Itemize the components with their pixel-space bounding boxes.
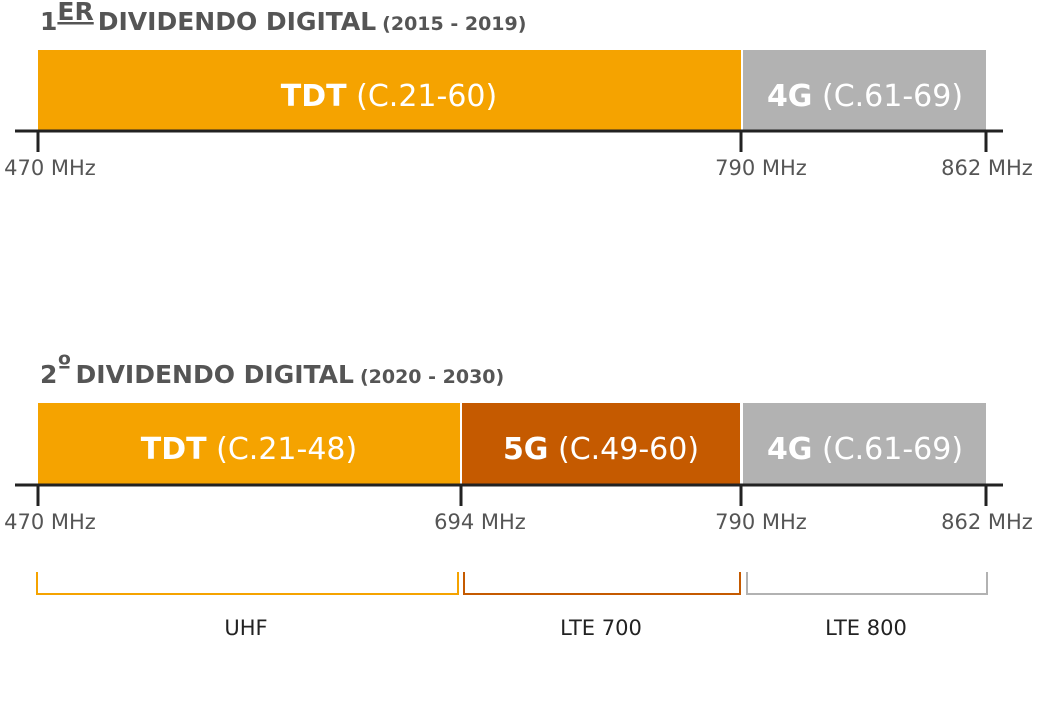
title: 1ER DIVIDENDO DIGITAL (2015 - 2019) bbox=[40, 0, 526, 36]
segment-channels: (C.61-69) bbox=[822, 432, 963, 467]
bracket-label: LTE 700 bbox=[560, 616, 642, 640]
title-number: 1 bbox=[40, 7, 57, 36]
segment-channels: (C.21-48) bbox=[216, 432, 357, 467]
segment bbox=[38, 403, 460, 484]
title-years: (2020 - 2030) bbox=[360, 366, 504, 388]
title-number: 2 bbox=[40, 360, 57, 389]
title-sup: º bbox=[57, 350, 71, 379]
tick-label: 862 MHz bbox=[941, 156, 1033, 180]
segment bbox=[743, 50, 986, 131]
segment-name: TDT bbox=[281, 79, 347, 114]
segment-name: 4G bbox=[767, 432, 813, 467]
segment-channels: (C.61-69) bbox=[822, 79, 963, 114]
title-years: (2015 - 2019) bbox=[382, 13, 526, 35]
tick-label: 790 MHz bbox=[715, 510, 807, 534]
bracket bbox=[463, 572, 741, 595]
segment bbox=[743, 403, 986, 484]
bracket bbox=[36, 572, 459, 595]
segment-channels: (C.21-60) bbox=[356, 79, 497, 114]
title-sup: ER bbox=[57, 0, 93, 26]
segment bbox=[462, 403, 740, 484]
segment-channels: (C.49-60) bbox=[558, 432, 699, 467]
bracket bbox=[746, 572, 988, 595]
title-main: DIVIDENDO DIGITAL bbox=[76, 360, 355, 389]
segment-label: 5G (C.49-60) bbox=[503, 432, 699, 467]
bracket-label: LTE 800 bbox=[825, 616, 907, 640]
tick-label: 862 MHz bbox=[941, 510, 1033, 534]
tick-label: 470 MHz bbox=[4, 510, 96, 534]
segment-name: 4G bbox=[767, 79, 813, 114]
tick-label: 694 MHz bbox=[434, 510, 526, 534]
segment-label: 4G (C.61-69) bbox=[767, 432, 963, 467]
segment-name: TDT bbox=[141, 432, 207, 467]
segment-name: 5G bbox=[503, 432, 549, 467]
title: 2º DIVIDENDO DIGITAL (2020 - 2030) bbox=[40, 350, 504, 389]
segment bbox=[38, 50, 741, 131]
tick-label: 470 MHz bbox=[4, 156, 96, 180]
bracket-label: UHF bbox=[224, 616, 267, 640]
segment-label: 4G (C.61-69) bbox=[767, 79, 963, 114]
segment-label: TDT (C.21-60) bbox=[281, 79, 497, 114]
title-main: DIVIDENDO DIGITAL bbox=[98, 7, 377, 36]
tick-label: 790 MHz bbox=[715, 156, 807, 180]
segment-label: TDT (C.21-48) bbox=[141, 432, 357, 467]
